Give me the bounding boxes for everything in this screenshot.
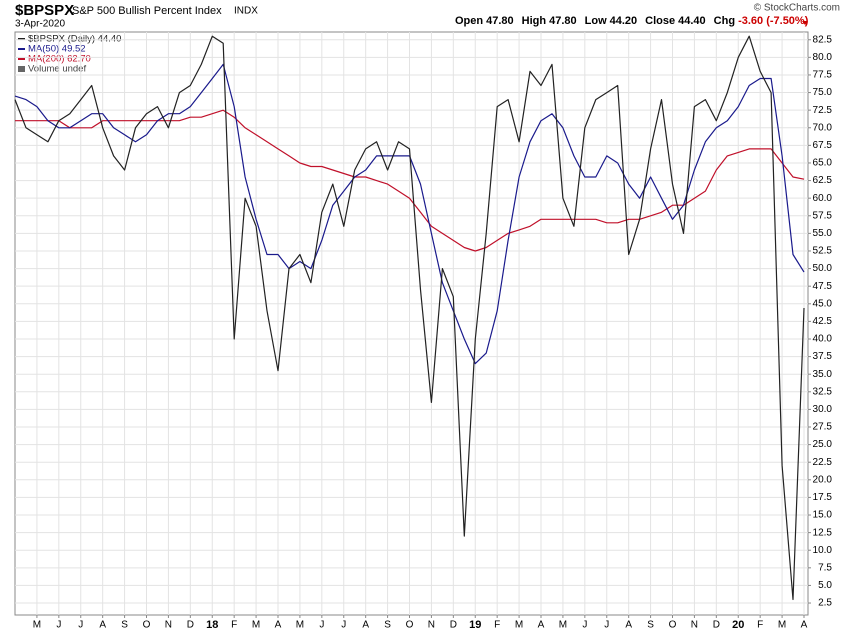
quote-value: 47.80 bbox=[486, 15, 514, 27]
x-tick-label: J bbox=[582, 620, 587, 631]
y-tick-label: 37.5 bbox=[813, 351, 833, 362]
y-tick-label: 47.5 bbox=[813, 281, 833, 292]
y-tick-label: 82.5 bbox=[813, 34, 833, 45]
chart-title: $BPSPX bbox=[15, 2, 74, 19]
y-tick-label: 12.5 bbox=[813, 527, 833, 538]
quote-value: 44.20 bbox=[610, 15, 638, 27]
y-tick-label: 17.5 bbox=[813, 492, 833, 503]
quote: Open 47.80 High 47.80 Low 44.20 Close 44.40 Chg -… bbox=[455, 15, 809, 27]
y-tick-label: 50.0 bbox=[813, 263, 833, 274]
x-tick-label: S bbox=[121, 620, 128, 631]
x-tick-label: J bbox=[341, 620, 346, 631]
legend-label: Volume undef bbox=[28, 64, 86, 75]
quote-value: 44.40 bbox=[678, 15, 706, 27]
x-tick-label: F bbox=[494, 620, 500, 631]
down-arrow bbox=[802, 21, 808, 25]
x-tick-label: N bbox=[691, 620, 698, 631]
x-tick-label: 20 bbox=[732, 619, 744, 631]
x-tick-label: J bbox=[319, 620, 324, 631]
y-tick-label: 30.0 bbox=[813, 404, 833, 415]
x-tick-label: D bbox=[187, 620, 194, 631]
y-tick-label: 67.5 bbox=[813, 140, 833, 151]
quote-label: High bbox=[522, 15, 547, 27]
x-tick-label: M bbox=[778, 620, 786, 631]
y-tick-label: 52.5 bbox=[813, 246, 833, 257]
quote-label: Chg bbox=[714, 15, 735, 27]
x-tick-label: M bbox=[33, 620, 41, 631]
y-tick-label: 55.0 bbox=[813, 228, 833, 239]
quote-label: Low bbox=[585, 15, 607, 27]
x-tick-label: N bbox=[428, 620, 435, 631]
x-tick-label: O bbox=[406, 620, 414, 631]
x-tick-label: F bbox=[757, 620, 763, 631]
y-tick-label: 5.0 bbox=[818, 580, 832, 591]
plot-frame bbox=[14, 31, 809, 616]
y-tick-label: 20.0 bbox=[813, 474, 833, 485]
quote-label: Open bbox=[455, 15, 483, 27]
quote-value: -3.60 (-7.50%) bbox=[738, 15, 809, 27]
quote-value: 47.80 bbox=[549, 15, 577, 27]
legend-label: $BPSPX (Daily) 44.40 bbox=[28, 34, 121, 45]
y-tick-label: 45.0 bbox=[813, 298, 833, 309]
credit: © StockCharts.com bbox=[754, 3, 840, 14]
legend-volume-icon bbox=[18, 66, 25, 72]
x-tick-label: M bbox=[559, 620, 567, 631]
x-tick-label: A bbox=[99, 620, 106, 631]
x-tick-label: A bbox=[362, 620, 369, 631]
x-tick-label: A bbox=[625, 620, 632, 631]
x-tick-label: D bbox=[713, 620, 720, 631]
y-tick-label: 32.5 bbox=[813, 386, 833, 397]
y-tick-label: 80.0 bbox=[813, 52, 833, 63]
y-tick-label: 2.5 bbox=[818, 598, 832, 609]
y-tick-label: 27.5 bbox=[813, 422, 833, 433]
y-tick-label: 22.5 bbox=[813, 457, 833, 468]
quote-label: Close bbox=[645, 15, 675, 27]
x-tick-label: S bbox=[647, 620, 654, 631]
y-tick-label: 77.5 bbox=[813, 70, 833, 81]
chart-subtitle: S&P 500 Bullish Percent Index bbox=[72, 5, 222, 17]
x-tick-label: 19 bbox=[469, 619, 481, 631]
x-tick-label: J bbox=[604, 620, 609, 631]
x-tick-label: O bbox=[143, 620, 151, 631]
y-tick-label: 75.0 bbox=[813, 87, 833, 98]
series-line bbox=[14, 35, 805, 601]
x-tick-label: F bbox=[231, 620, 237, 631]
series-line bbox=[15, 109, 805, 252]
x-tick-label: D bbox=[450, 620, 457, 631]
y-tick-label: 40.0 bbox=[813, 334, 833, 345]
y-tick-label: 25.0 bbox=[813, 439, 833, 450]
y-tick-label: 72.5 bbox=[813, 105, 833, 116]
y-tick-label: 10.0 bbox=[813, 545, 833, 556]
x-tick-label: J bbox=[56, 620, 61, 631]
x-tick-label: A bbox=[801, 620, 808, 631]
y-tick-label: 15.0 bbox=[813, 510, 833, 521]
y-tick-label: 60.0 bbox=[813, 193, 833, 204]
x-tick-label: O bbox=[669, 620, 677, 631]
date: 3-Apr-2020 bbox=[15, 19, 65, 30]
legend-label: MA(50) 49.52 bbox=[28, 44, 86, 55]
y-tick-label: 42.5 bbox=[813, 316, 833, 327]
x-tick-label: S bbox=[384, 620, 391, 631]
y-tick-label: 65.0 bbox=[813, 158, 833, 169]
x-tick-label: J bbox=[78, 620, 83, 631]
y-tick-label: 7.5 bbox=[818, 562, 832, 573]
exchange: INDX bbox=[234, 6, 258, 17]
x-tick-label: A bbox=[275, 620, 282, 631]
x-tick-label: 18 bbox=[206, 619, 218, 631]
y-tick-label: 57.5 bbox=[813, 210, 833, 221]
y-tick-label: 70.0 bbox=[813, 122, 833, 133]
x-tick-label: N bbox=[165, 620, 172, 631]
x-tick-label: A bbox=[538, 620, 545, 631]
x-tick-label: M bbox=[252, 620, 260, 631]
y-tick-label: 62.5 bbox=[813, 175, 833, 186]
legend-label: MA(200) 62.70 bbox=[28, 54, 91, 65]
y-tick-label: 35.0 bbox=[813, 369, 833, 380]
x-tick-label: M bbox=[515, 620, 523, 631]
x-tick-label: M bbox=[296, 620, 304, 631]
